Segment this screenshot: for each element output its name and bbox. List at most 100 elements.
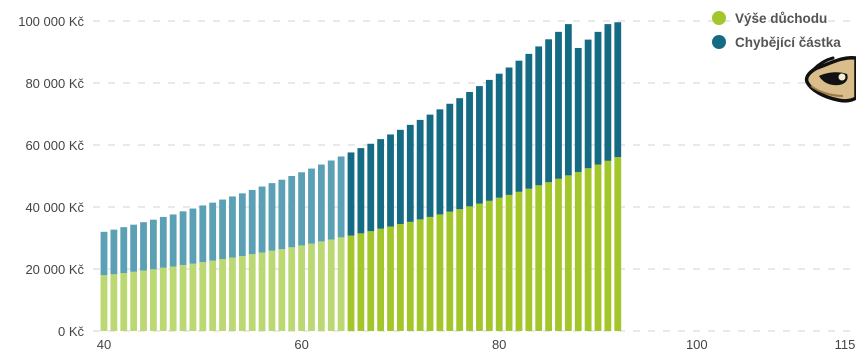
bar-missing[interactable]	[545, 39, 552, 183]
bar-pension[interactable]	[347, 235, 355, 331]
bar-missing[interactable]	[179, 211, 187, 265]
bar-missing[interactable]	[268, 183, 276, 251]
bar-pension[interactable]	[238, 255, 246, 331]
bar-pension[interactable]	[564, 175, 572, 331]
bar-missing[interactable]	[614, 22, 622, 158]
bar-pension[interactable]	[110, 274, 118, 331]
bar-pension[interactable]	[268, 250, 276, 331]
bar-missing[interactable]	[337, 156, 345, 238]
bar-pension[interactable]	[515, 191, 523, 331]
legend-item-pension[interactable]: Výše důchodu	[712, 6, 841, 30]
bar-missing[interactable]	[169, 214, 177, 267]
bar-missing[interactable]	[485, 79, 493, 201]
bar-pension[interactable]	[495, 197, 503, 331]
bar-missing[interactable]	[199, 205, 207, 263]
bar-pension[interactable]	[229, 257, 236, 331]
bar-pension[interactable]	[308, 243, 315, 331]
bar-missing[interactable]	[446, 103, 454, 212]
bar-pension[interactable]	[288, 247, 296, 331]
bar-missing[interactable]	[476, 86, 483, 204]
bar-missing[interactable]	[456, 98, 464, 210]
bar-pension[interactable]	[298, 245, 305, 331]
bar-pension[interactable]	[406, 221, 414, 331]
bar-missing[interactable]	[525, 53, 533, 189]
bar-missing[interactable]	[367, 143, 375, 232]
bar-pension[interactable]	[466, 206, 473, 331]
legend-item-missing[interactable]: Chybějící částka	[712, 30, 841, 54]
bar-pension[interactable]	[100, 275, 108, 331]
bar-missing[interactable]	[357, 148, 365, 234]
bar-pension[interactable]	[535, 185, 543, 331]
bar-pension[interactable]	[219, 259, 226, 331]
bar-missing[interactable]	[426, 114, 434, 217]
bar-pension[interactable]	[169, 266, 177, 331]
bar-pension[interactable]	[179, 264, 187, 331]
bar-pension[interactable]	[397, 224, 404, 331]
bar-pension[interactable]	[604, 160, 612, 331]
bar-missing[interactable]	[416, 119, 424, 220]
bar-missing[interactable]	[436, 109, 444, 215]
bar-pension[interactable]	[199, 262, 207, 331]
bar-missing[interactable]	[347, 152, 355, 236]
bar-pension[interactable]	[584, 168, 592, 331]
bar-pension[interactable]	[485, 200, 493, 331]
bar-pension[interactable]	[505, 194, 513, 331]
bar-pension[interactable]	[476, 203, 483, 331]
bar-missing[interactable]	[327, 160, 335, 240]
bar-pension[interactable]	[574, 171, 582, 331]
bar-pension[interactable]	[189, 263, 197, 331]
bar-missing[interactable]	[495, 73, 503, 198]
bar-pension[interactable]	[614, 157, 622, 331]
bar-missing[interactable]	[317, 164, 325, 242]
bar-pension[interactable]	[337, 237, 345, 331]
bar-missing[interactable]	[555, 31, 562, 179]
bar-missing[interactable]	[229, 196, 236, 258]
bar-missing[interactable]	[219, 199, 226, 260]
bar-missing[interactable]	[130, 224, 138, 272]
bar-pension[interactable]	[426, 216, 434, 331]
bar-missing[interactable]	[377, 139, 385, 229]
bar-missing[interactable]	[397, 129, 404, 225]
bar-missing[interactable]	[505, 67, 513, 195]
bar-pension[interactable]	[594, 164, 602, 331]
bar-missing[interactable]	[258, 186, 266, 253]
bar-missing[interactable]	[515, 60, 523, 192]
bar-missing[interactable]	[120, 227, 128, 274]
bar-missing[interactable]	[574, 47, 582, 172]
bar-pension[interactable]	[367, 231, 375, 331]
bar-missing[interactable]	[298, 172, 305, 246]
bar-missing[interactable]	[189, 208, 197, 264]
bar-missing[interactable]	[288, 176, 296, 248]
bar-missing[interactable]	[140, 222, 147, 271]
bar-missing[interactable]	[100, 231, 108, 276]
bar-missing[interactable]	[406, 124, 414, 222]
bar-missing[interactable]	[209, 202, 217, 261]
bar-pension[interactable]	[130, 271, 138, 331]
bar-missing[interactable]	[594, 31, 602, 165]
bar-pension[interactable]	[377, 228, 385, 331]
bar-pension[interactable]	[545, 182, 552, 331]
bar-pension[interactable]	[357, 233, 365, 331]
bar-pension[interactable]	[150, 269, 157, 331]
bar-missing[interactable]	[604, 24, 612, 161]
bar-missing[interactable]	[278, 179, 286, 250]
bar-pension[interactable]	[248, 254, 256, 331]
bar-pension[interactable]	[387, 226, 394, 331]
bar-pension[interactable]	[159, 267, 167, 331]
bar-pension[interactable]	[140, 270, 147, 331]
bar-pension[interactable]	[456, 209, 464, 331]
bar-pension[interactable]	[120, 273, 128, 331]
bar-missing[interactable]	[535, 46, 543, 186]
bar-pension[interactable]	[209, 260, 217, 331]
bar-missing[interactable]	[150, 219, 157, 270]
bar-missing[interactable]	[308, 168, 315, 244]
bar-missing[interactable]	[387, 134, 394, 227]
bar-pension[interactable]	[416, 219, 424, 331]
bar-missing[interactable]	[248, 189, 256, 255]
bar-missing[interactable]	[238, 193, 246, 256]
bar-pension[interactable]	[258, 252, 266, 331]
bar-pension[interactable]	[525, 188, 533, 331]
bar-pension[interactable]	[555, 178, 562, 331]
bar-pension[interactable]	[317, 241, 325, 331]
bar-pension[interactable]	[446, 211, 454, 331]
